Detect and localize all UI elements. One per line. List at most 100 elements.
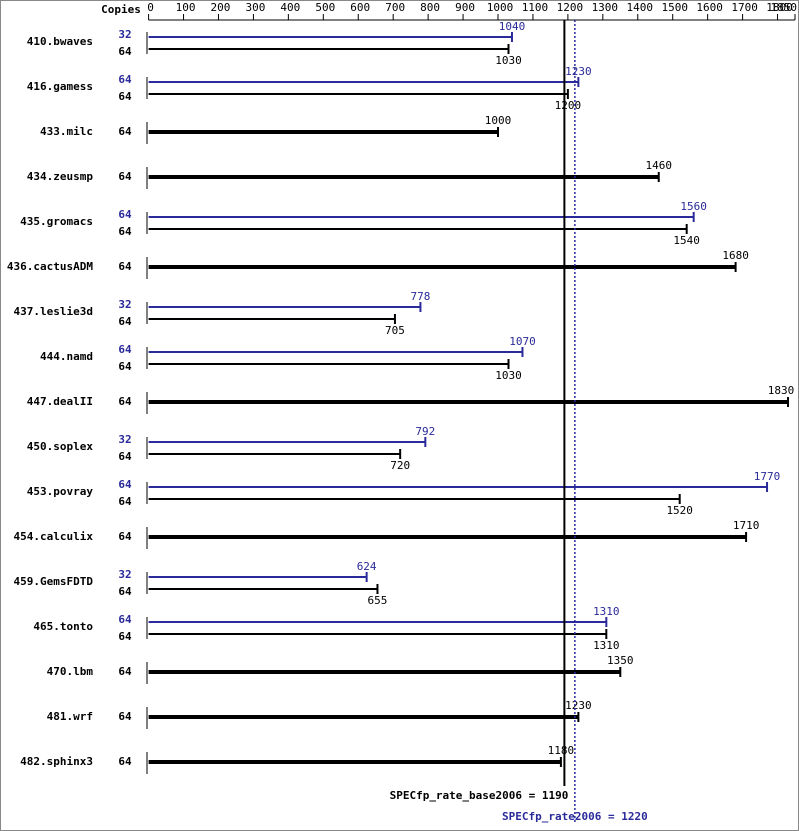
x-tick-label: 900 xyxy=(455,1,475,14)
x-tick-label: 100 xyxy=(176,1,196,14)
benchmark-label: 434.zeusmp xyxy=(27,170,94,183)
benchmark-label: 450.soplex xyxy=(27,440,94,453)
copies-label: 64 xyxy=(118,710,132,723)
value-label: 1230 xyxy=(565,699,592,712)
x-tick-label: 0 xyxy=(147,1,154,14)
benchmark-label: 437.leslie3d xyxy=(14,305,93,318)
copies-label: 64 xyxy=(118,478,132,491)
bar xyxy=(148,363,509,365)
copies-label: 64 xyxy=(118,90,132,103)
x-tick-label: 1700 xyxy=(731,1,758,14)
bar xyxy=(148,48,509,50)
copies-label: 64 xyxy=(118,208,132,221)
bar xyxy=(148,760,561,764)
bar xyxy=(148,588,378,590)
copies-label: 64 xyxy=(118,343,132,356)
x-tick-label: 1850 xyxy=(771,1,798,14)
bar xyxy=(148,175,659,179)
bar xyxy=(148,486,768,488)
bar xyxy=(148,265,736,269)
x-tick-label: 1000 xyxy=(487,1,514,14)
copies-label: 64 xyxy=(118,630,132,643)
copies-label: 64 xyxy=(118,170,132,183)
bar xyxy=(148,318,395,320)
benchmark-label: 447.dealII xyxy=(27,395,93,408)
copies-label: 64 xyxy=(118,315,132,328)
benchmark-label: 454.calculix xyxy=(14,530,94,543)
value-label: 655 xyxy=(368,594,388,607)
benchmark-label: 482.sphinx3 xyxy=(20,755,93,768)
copies-label: 64 xyxy=(118,450,132,463)
x-tick-label: 500 xyxy=(315,1,335,14)
value-label: 1830 xyxy=(768,384,795,397)
x-tick-label: 1600 xyxy=(696,1,723,14)
copies-label: 64 xyxy=(118,260,132,273)
benchmark-label: 433.milc xyxy=(40,125,93,138)
value-label: 624 xyxy=(357,560,377,573)
benchmark-label: 470.lbm xyxy=(47,665,94,678)
x-tick-label: 1300 xyxy=(592,1,619,14)
value-label: 720 xyxy=(390,459,410,472)
copies-label: 64 xyxy=(118,613,132,626)
value-label: 1230 xyxy=(565,65,592,78)
bar xyxy=(148,715,579,719)
value-label: 1000 xyxy=(485,114,512,127)
value-label: 1310 xyxy=(593,605,620,618)
copies-label: 64 xyxy=(118,125,132,138)
copies-label: 64 xyxy=(118,360,132,373)
copies-label: 64 xyxy=(118,73,132,86)
copies-label: 64 xyxy=(118,395,132,408)
copies-label: 32 xyxy=(118,433,131,446)
x-tick-label: 1200 xyxy=(557,1,584,14)
benchmark-label: 453.povray xyxy=(27,485,94,498)
bar xyxy=(148,453,401,455)
copies-label: 64 xyxy=(118,45,132,58)
bar xyxy=(148,93,568,95)
bar xyxy=(148,306,421,308)
x-tick-label: 200 xyxy=(211,1,231,14)
bar xyxy=(148,633,607,635)
x-tick-label: 1500 xyxy=(661,1,688,14)
bar xyxy=(148,216,694,218)
value-label: 1540 xyxy=(673,234,700,247)
value-label: 1350 xyxy=(607,654,634,667)
x-tick-label: 600 xyxy=(350,1,370,14)
bar xyxy=(148,621,607,623)
value-label: 1710 xyxy=(733,519,760,532)
reference-label: SPECfp_rate2006 = 1220 xyxy=(502,810,648,823)
bar xyxy=(148,228,687,230)
value-label: 1460 xyxy=(645,159,672,172)
value-label: 1030 xyxy=(495,54,522,67)
bar xyxy=(148,130,499,134)
value-label: 1030 xyxy=(495,369,522,382)
x-tick-label: 1100 xyxy=(522,1,549,14)
value-label: 1200 xyxy=(555,99,582,112)
benchmark-label: 410.bwaves xyxy=(27,35,93,48)
copies-label: 64 xyxy=(118,495,132,508)
bar xyxy=(148,535,747,539)
value-label: 1310 xyxy=(593,639,620,652)
copies-label: 64 xyxy=(118,665,132,678)
x-tick-label: 400 xyxy=(280,1,300,14)
value-label: 1520 xyxy=(666,504,693,517)
copies-header: Copies xyxy=(101,3,141,16)
value-label: 705 xyxy=(385,324,405,337)
benchmark-label: 481.wrf xyxy=(47,710,93,723)
value-label: 778 xyxy=(410,290,430,303)
benchmark-label: 436.cactusADM xyxy=(7,260,93,273)
bar xyxy=(148,400,789,404)
x-tick-label: 800 xyxy=(420,1,440,14)
copies-label: 32 xyxy=(118,28,131,41)
x-tick-label: 1400 xyxy=(627,1,654,14)
copies-label: 32 xyxy=(118,298,131,311)
x-tick-label: 1800 xyxy=(766,1,793,14)
copies-label: 64 xyxy=(118,755,132,768)
benchmark-label: 459.GemsFDTD xyxy=(14,575,94,588)
copies-label: 64 xyxy=(118,530,132,543)
benchmark-label: 444.namd xyxy=(40,350,93,363)
value-label: 1560 xyxy=(680,200,707,213)
bar xyxy=(148,351,523,353)
value-label: 1680 xyxy=(722,249,749,262)
x-tick-label: 300 xyxy=(245,1,265,14)
bar xyxy=(148,36,512,38)
